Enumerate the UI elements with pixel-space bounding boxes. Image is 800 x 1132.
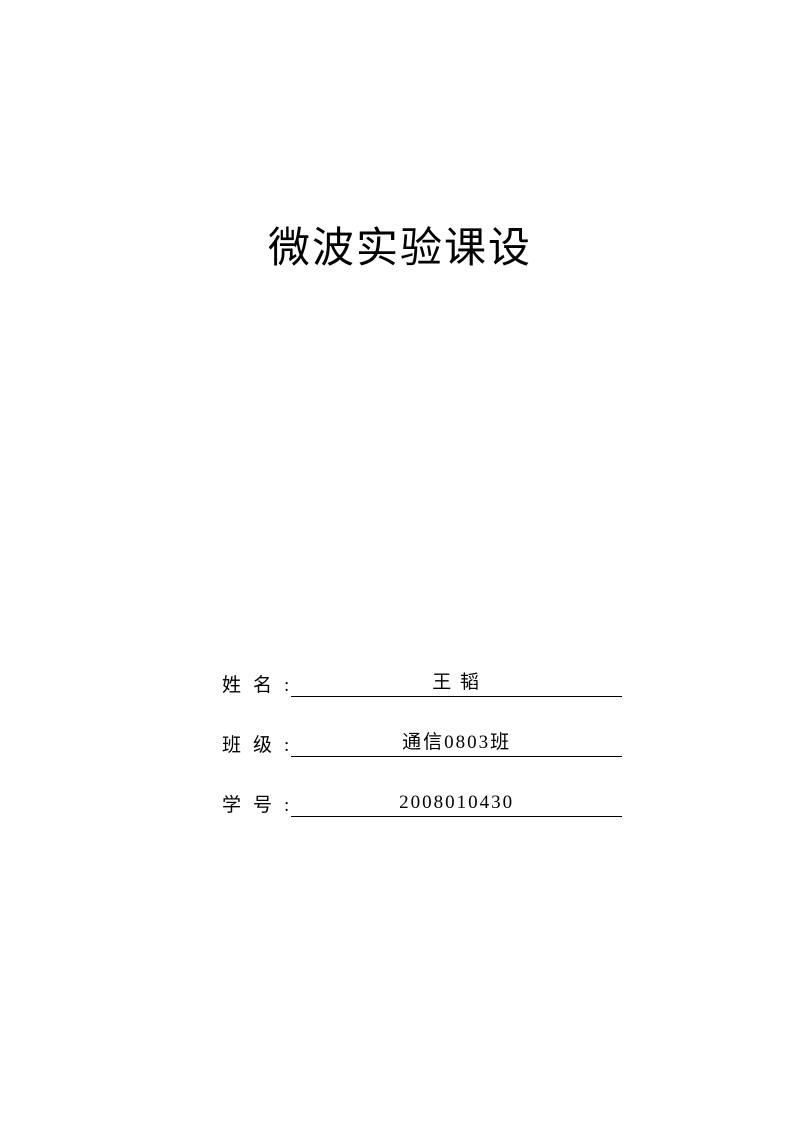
document-page: 微波实验课设 姓名: 王 韬 班级: 通信0803班 学号: 200801043… (0, 0, 800, 1132)
class-colon: : (284, 735, 289, 757)
class-label: 班级 (222, 730, 284, 757)
name-colon: : (284, 675, 289, 697)
class-row: 班级: 通信0803班 (222, 725, 622, 757)
studentid-value-wrapper: 2008010430 (291, 792, 622, 817)
document-title: 微波实验课设 (0, 214, 800, 275)
studentid-row: 学号: 2008010430 (222, 785, 622, 817)
name-value: 王 韬 (432, 672, 481, 693)
studentid-value: 2008010430 (399, 792, 514, 813)
name-value-wrapper: 王 韬 (291, 667, 622, 697)
class-value-wrapper: 通信0803班 (291, 727, 622, 757)
studentid-colon: : (284, 795, 289, 817)
name-label: 姓名 (222, 670, 284, 697)
class-value: 通信0803班 (402, 732, 511, 753)
name-row: 姓名: 王 韬 (222, 665, 622, 697)
info-section: 姓名: 王 韬 班级: 通信0803班 学号: 2008010430 (222, 665, 622, 845)
studentid-label: 学号 (222, 790, 284, 817)
